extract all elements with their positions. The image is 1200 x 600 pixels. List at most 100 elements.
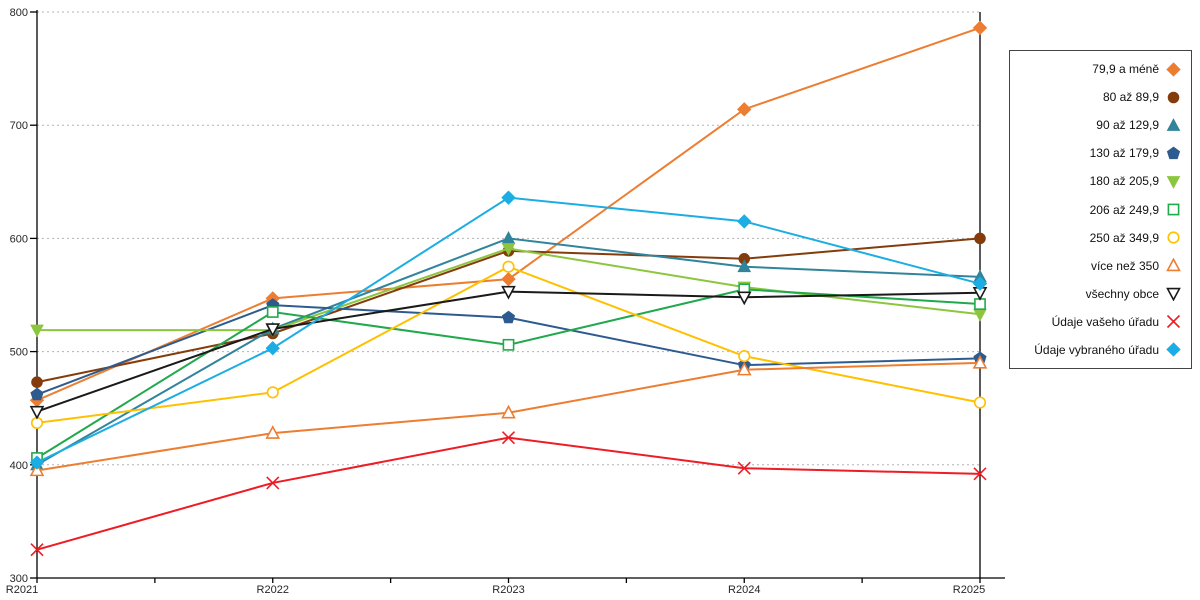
data-point-marker xyxy=(972,354,988,369)
data-point-marker xyxy=(737,259,752,273)
data-point-marker xyxy=(736,361,752,376)
legend: 79,9 a méně 80 až 89,9 90 až 129,9 130 až 1… xyxy=(1009,50,1192,369)
data-point-marker xyxy=(974,232,986,245)
data-point-marker xyxy=(30,543,44,557)
triangle-up-marker-icon xyxy=(1166,258,1181,272)
legend-label: 80 až 89,9 xyxy=(1102,90,1159,105)
data-point-marker xyxy=(265,425,281,439)
legend-label: 90 až 129,9 xyxy=(1096,118,1159,133)
series-x xyxy=(30,431,987,557)
circle-marker-icon xyxy=(1167,231,1180,244)
legend-item[interactable]: 130 až 179,9 xyxy=(1016,139,1181,167)
legend-label: Údaje vybraného úřadu xyxy=(1034,342,1159,357)
y-tick-label: 800 xyxy=(10,7,28,19)
diamond-marker-icon xyxy=(1166,61,1181,77)
data-point-marker xyxy=(31,376,43,388)
legend-item[interactable]: všechny obce xyxy=(1016,280,1181,308)
data-point-marker xyxy=(1167,91,1180,103)
legend-item[interactable]: 250 až 349,9 xyxy=(1016,224,1181,252)
legend-label: 130 až 179,9 xyxy=(1089,146,1159,161)
data-point-marker xyxy=(1166,175,1181,189)
data-point-marker xyxy=(1166,146,1181,159)
data-point-marker xyxy=(737,214,752,229)
legend-item[interactable]: 79,9 a méně xyxy=(1016,55,1181,83)
data-point-marker xyxy=(501,243,516,256)
data-point-marker xyxy=(973,467,987,481)
triangle-up-marker-icon xyxy=(1166,117,1181,131)
data-point-marker xyxy=(501,271,516,287)
data-point-marker xyxy=(502,260,515,273)
diamond-marker-icon xyxy=(1166,342,1181,358)
data-point-marker xyxy=(266,386,279,399)
series-circle xyxy=(30,260,987,429)
data-point-marker xyxy=(501,285,516,300)
data-point-marker xyxy=(972,20,988,36)
data-point-marker xyxy=(502,338,515,351)
data-point-marker xyxy=(1166,342,1181,358)
legend-item[interactable]: 180 až 205,9 xyxy=(1016,167,1181,195)
data-point-marker xyxy=(737,102,752,117)
data-point-marker xyxy=(1166,117,1181,131)
data-point-marker xyxy=(501,231,516,244)
x-tick-label: R2024 xyxy=(728,584,760,596)
data-point-marker xyxy=(30,324,44,338)
series-diamond xyxy=(29,190,988,470)
data-point-marker xyxy=(1166,315,1181,329)
legend-item[interactable]: více než 350 xyxy=(1016,252,1181,280)
data-point-marker xyxy=(265,323,281,337)
y-tick-label: 600 xyxy=(10,233,28,245)
data-point-marker xyxy=(1167,231,1180,244)
y-tick-label: 500 xyxy=(10,347,28,359)
data-point-marker xyxy=(265,341,280,356)
triangle-down-marker-icon xyxy=(1166,288,1181,302)
pentagon-marker-icon xyxy=(1166,146,1181,159)
data-point-marker xyxy=(972,276,988,291)
data-point-marker xyxy=(501,431,516,445)
legend-label: všechny obce xyxy=(1085,286,1159,301)
y-tick-label: 400 xyxy=(10,460,28,472)
data-point-marker xyxy=(738,350,751,363)
x-tick-label: R2025 xyxy=(953,584,985,596)
square-marker-icon xyxy=(1167,203,1180,216)
data-point-marker xyxy=(29,405,45,420)
data-point-marker xyxy=(29,455,45,470)
triangle-down-marker-icon xyxy=(1166,175,1181,189)
data-point-marker xyxy=(973,308,987,322)
data-point-marker xyxy=(1166,61,1181,77)
legend-item[interactable]: 206 až 249,9 xyxy=(1016,195,1181,223)
legend-item[interactable]: Údaje vybraného úřadu xyxy=(1016,336,1181,364)
legend-label: 250 až 349,9 xyxy=(1089,230,1159,245)
data-point-marker xyxy=(1166,288,1181,302)
data-point-marker xyxy=(29,462,45,477)
y-tick-label: 700 xyxy=(10,120,28,132)
data-point-marker xyxy=(266,476,280,490)
x-tick-label: R2021 xyxy=(6,584,38,596)
legend-label: 79,9 a méně xyxy=(1092,62,1159,77)
x-tick-label: R2022 xyxy=(257,584,289,596)
data-point-marker xyxy=(736,291,752,306)
legend-label: 206 až 249,9 xyxy=(1089,202,1159,217)
data-point-marker xyxy=(1166,258,1181,272)
legend-item[interactable]: 90 až 129,9 xyxy=(1016,111,1181,139)
data-point-marker xyxy=(501,404,516,419)
data-point-marker xyxy=(501,190,516,205)
series-line xyxy=(36,436,981,551)
legend-label: 180 až 205,9 xyxy=(1089,174,1159,189)
legend-label: Údaje vašeho úřadu xyxy=(1051,314,1159,329)
legend-item[interactable]: 80 až 89,9 xyxy=(1016,83,1181,111)
legend-item[interactable]: Údaje vašeho úřadu xyxy=(1016,308,1181,336)
x-marker-icon xyxy=(1166,315,1181,329)
series-triangle-down xyxy=(29,285,988,420)
series-line xyxy=(36,237,981,384)
data-point-marker xyxy=(737,461,751,475)
circle-marker-icon xyxy=(1167,91,1180,103)
data-point-marker xyxy=(266,306,279,318)
legend-label: více než 350 xyxy=(1090,258,1159,273)
y-tick-label: 300 xyxy=(10,573,28,585)
data-point-marker xyxy=(30,387,44,401)
data-point-marker xyxy=(1167,203,1180,216)
x-tick-label: R2023 xyxy=(492,584,524,596)
data-point-marker xyxy=(973,396,987,409)
